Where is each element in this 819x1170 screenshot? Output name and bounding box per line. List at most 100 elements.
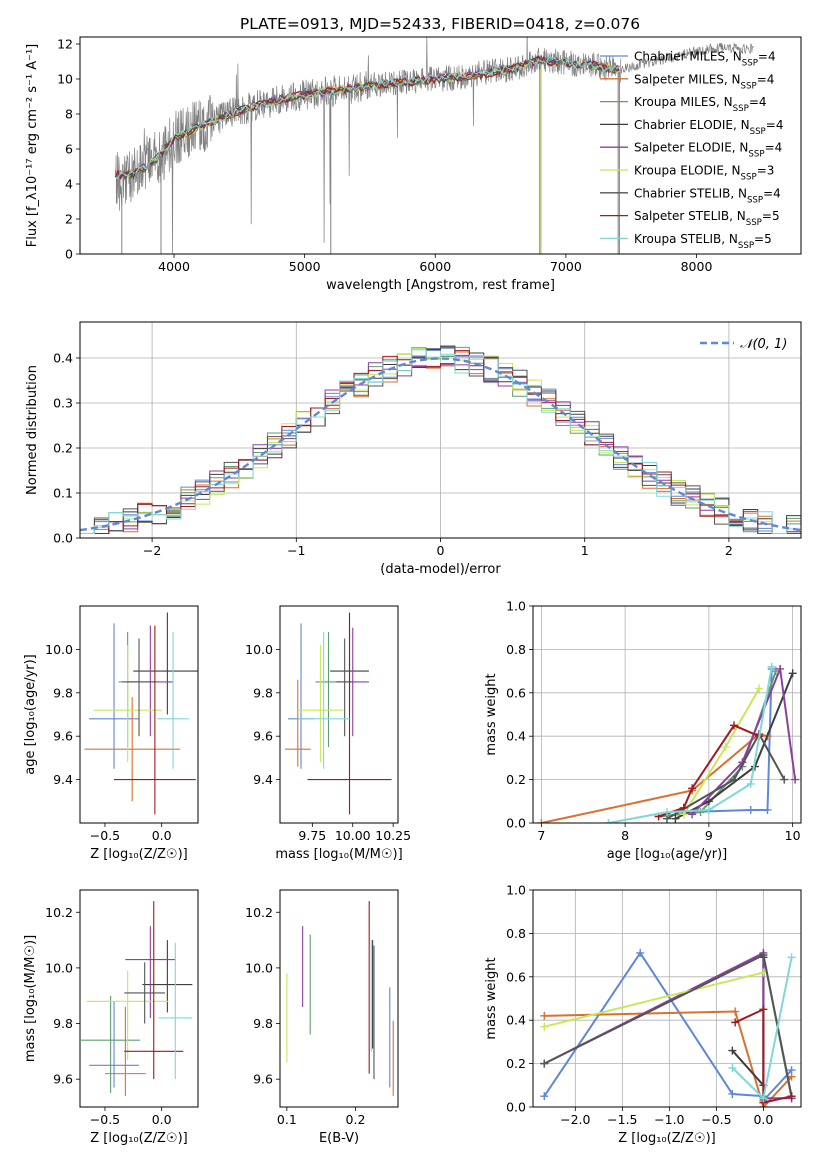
legend-label: Salpeter STELIB, NSSP=5 xyxy=(634,209,780,228)
y-tick-label: 10.0 xyxy=(45,960,73,975)
y-tick-label: 4 xyxy=(65,177,73,192)
x-tick-label: 10.00 xyxy=(335,828,371,843)
weight-point-marker xyxy=(763,805,772,814)
y-tick-label: 6 xyxy=(65,142,73,157)
y-tick-label: 9.8 xyxy=(253,685,273,700)
y-tick-label: 1.0 xyxy=(506,883,526,898)
spectrum-data-group xyxy=(114,37,755,254)
y-tick-label: 9.6 xyxy=(253,1072,273,1087)
weight-point-marker xyxy=(688,784,697,793)
weight-point-marker xyxy=(728,1046,737,1055)
x-tick-label: −2.0 xyxy=(560,1112,590,1127)
x-tick-label: 4000 xyxy=(158,259,190,274)
y-axis-label: mass weight xyxy=(484,673,499,755)
x-tick-label: 9 xyxy=(705,828,713,843)
histogram-steps xyxy=(80,349,801,534)
weight-point-marker xyxy=(730,775,738,784)
y-axis-label: mass weight xyxy=(484,957,499,1039)
x-tick-label: 8 xyxy=(621,828,629,843)
y-tick-label: 0.6 xyxy=(506,685,526,700)
x-tick-label: 0 xyxy=(437,543,445,558)
y-tick-label: 9.6 xyxy=(253,729,273,744)
y-tick-label: 0.8 xyxy=(506,642,526,657)
y-tick-label: 0.2 xyxy=(506,772,526,787)
weight-point-marker xyxy=(731,1007,740,1016)
weight-point-marker xyxy=(540,1022,549,1031)
y-tick-label: 9.6 xyxy=(53,1072,73,1087)
weight-series-group xyxy=(540,948,796,1107)
axes-frame xyxy=(79,889,199,1108)
x-tick-label: 2 xyxy=(725,543,733,558)
weight-point-marker xyxy=(791,775,800,784)
weight-vs-age-panel: 7 8 9 10 0.0 0.2 0.4 0.6 0.8 1.0 age [log₁₀(age/yr… xyxy=(484,599,802,862)
model-fit-line xyxy=(115,55,620,180)
weight-point-marker xyxy=(759,951,768,960)
y-tick-label: 9.4 xyxy=(53,772,73,787)
weight-point-marker xyxy=(721,743,730,752)
x-tick-label: −0.5 xyxy=(90,828,120,843)
weight-point-marker xyxy=(755,684,764,693)
x-axis-label: mass [log₁₀(M/M☉)] xyxy=(275,847,402,862)
y-tick-label: 9.6 xyxy=(53,729,73,744)
y-tick-label: 0.4 xyxy=(506,1013,526,1028)
legend-label: Salpeter MILES, NSSP=4 xyxy=(634,72,774,91)
weight-point-marker xyxy=(636,948,645,957)
spectrum-panel: 4000 5000 6000 7000 8000 0 2 4 6 8 10 12 wavelength … xyxy=(25,36,802,293)
mass-vs-metallicity-panel: −0.5 0.0 9.6 9.8 10.0 10.2 Z [log₁₀(Z/Z☉)] mass… xyxy=(23,889,199,1146)
y-tick-label: 0.2 xyxy=(53,441,73,456)
y-tick-label: 10.0 xyxy=(245,960,273,975)
weight-point-marker xyxy=(730,721,738,730)
axes-frame xyxy=(79,36,802,255)
weight-series-line xyxy=(734,1007,792,1104)
age-vs-mass-panel: 9.75 10.00 10.25 9.4 9.6 9.8 10.0 mass [log₁₀(M… xyxy=(245,605,411,862)
weight-point-marker xyxy=(759,1094,768,1103)
weight-point-marker xyxy=(540,1092,549,1101)
y-tick-label: 0.0 xyxy=(53,531,73,546)
y-tick-label: 10 xyxy=(57,72,73,87)
weight-series-line xyxy=(683,668,773,814)
weight-point-marker xyxy=(746,779,755,788)
x-tick-label: 5000 xyxy=(289,259,321,274)
legend-label: 𝒩(0, 1) xyxy=(740,337,787,352)
legend-label: Salpeter ELODIE, NSSP=4 xyxy=(634,141,782,160)
axes-frame xyxy=(279,605,399,824)
y-tick-label: 9.8 xyxy=(53,685,73,700)
x-tick-label: 10 xyxy=(785,828,801,843)
axes-frame xyxy=(532,605,802,824)
histogram-group xyxy=(80,345,801,534)
legend-label: Kroupa MILES, NSSP=4 xyxy=(634,95,767,114)
x-tick-label: −1 xyxy=(287,543,305,558)
x-tick-label: 8000 xyxy=(681,259,713,274)
x-axis-label: Z [log₁₀(Z/Z☉)] xyxy=(618,1131,715,1146)
axes-frame xyxy=(79,321,802,539)
x-tick-label: −1.0 xyxy=(654,1112,684,1127)
x-tick-label: 0.0 xyxy=(753,1112,773,1127)
x-tick-label: −1.5 xyxy=(607,1112,637,1127)
weight-series-group xyxy=(537,662,800,823)
weight-point-marker xyxy=(759,1005,768,1014)
x-axis-label: Z [log₁₀(Z/Z☉)] xyxy=(90,1131,187,1146)
errorbar-group xyxy=(81,901,193,1096)
weight-series-line xyxy=(666,731,786,820)
axes-frame xyxy=(79,605,199,824)
axes-frame xyxy=(532,889,802,1108)
x-tick-label: −2 xyxy=(143,543,161,558)
weight-point-marker xyxy=(728,1089,737,1098)
x-tick-label: −0.5 xyxy=(90,1112,120,1127)
x-axis-label: wavelength [Angstrom, rest frame] xyxy=(326,278,555,293)
x-axis-label: E(B-V) xyxy=(319,1131,359,1146)
weight-point-marker xyxy=(537,819,546,823)
spectrum-data-line xyxy=(620,42,755,74)
x-tick-label: 0.0 xyxy=(152,1112,172,1127)
weight-point-marker xyxy=(704,805,713,814)
weight-point-marker xyxy=(728,1063,737,1072)
y-tick-label: 10.0 xyxy=(245,642,273,657)
x-tick-label: 7000 xyxy=(550,259,582,274)
y-tick-label: 9.8 xyxy=(53,1016,73,1031)
errorbar-group xyxy=(284,612,392,815)
normal-reference-curve xyxy=(80,357,801,532)
x-axis-label: age [log₁₀(age/yr)] xyxy=(607,847,728,862)
y-tick-label: 10.0 xyxy=(45,642,73,657)
y-tick-label: 0.3 xyxy=(53,396,73,411)
